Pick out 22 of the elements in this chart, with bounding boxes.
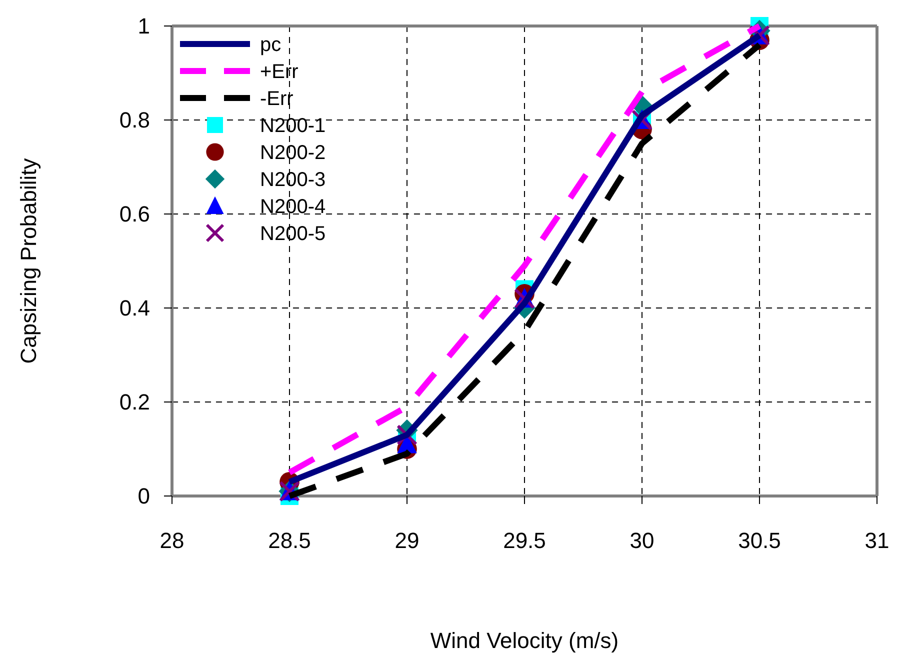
y-tick-label: 1 xyxy=(138,14,150,39)
x-tick-label: 29 xyxy=(394,528,420,553)
y-axis-title: Capsizing Probability xyxy=(16,158,41,364)
x-tick-label: 28 xyxy=(160,528,184,553)
x-tick-label: 31 xyxy=(864,528,890,553)
legend-label: N200-4 xyxy=(260,196,326,218)
x-tick-label: 30 xyxy=(630,528,654,553)
y-tick-label: 0.2 xyxy=(119,390,150,415)
y-tick-label: 0 xyxy=(138,484,150,509)
legend-label: N200-3 xyxy=(260,169,326,191)
legend-label: +Err xyxy=(260,61,299,83)
legend-label: N200-2 xyxy=(260,142,326,164)
x-tick-label: 28.5 xyxy=(268,528,311,553)
y-tick-label: 0.4 xyxy=(119,296,150,321)
y-tick-label: 0.8 xyxy=(119,108,150,133)
y-tick-label: 0.6 xyxy=(119,202,150,227)
legend-label: -Err xyxy=(260,88,294,110)
legend-label: pc xyxy=(260,34,282,56)
legend-label: N200-5 xyxy=(260,223,326,245)
x-axis-title: Wind Velocity (m/s) xyxy=(430,628,619,653)
x-tick-label: 29.5 xyxy=(503,528,546,553)
x-tick-label: 30.5 xyxy=(738,528,781,553)
